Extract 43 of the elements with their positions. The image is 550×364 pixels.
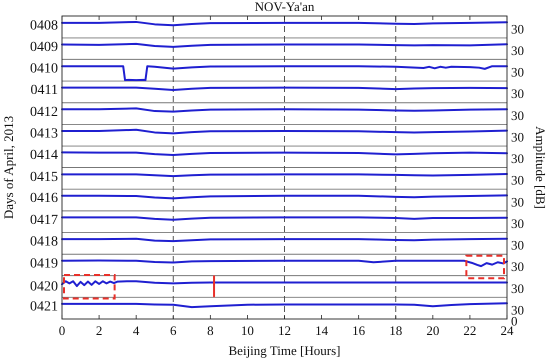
series-label: 0416 bbox=[30, 191, 58, 206]
chart-title: NOV-Ya'an bbox=[254, 0, 315, 14]
x-axis-title: Beijing Time [Hours] bbox=[228, 343, 340, 358]
x-tick-label: 4 bbox=[132, 323, 140, 338]
series-label: 0417 bbox=[30, 212, 58, 228]
series-label: 0412 bbox=[30, 104, 58, 120]
x-tick-label: 6 bbox=[170, 323, 177, 338]
text: 30 bbox=[511, 108, 524, 123]
y2-axis-title: Amplitude [dB] bbox=[533, 126, 548, 209]
series-label: 0420 bbox=[30, 280, 58, 295]
y-axis-title: Days of April, 2013 bbox=[1, 116, 16, 220]
text: 30 bbox=[511, 194, 524, 210]
series-label: 0409 bbox=[30, 40, 58, 56]
x-tick-label: 16 bbox=[352, 323, 366, 338]
text: 30 bbox=[511, 64, 524, 80]
x-tick-label: 18 bbox=[389, 323, 402, 338]
text: 30 bbox=[511, 151, 524, 166]
series-label: 0408 bbox=[30, 18, 58, 34]
series-label: 0414 bbox=[30, 148, 58, 163]
text: 30 bbox=[511, 86, 524, 102]
text: 30 bbox=[511, 172, 524, 188]
x-tick-label: 20 bbox=[426, 323, 440, 338]
x-tick-label: 0 bbox=[58, 323, 66, 338]
x-tick-label: 22 bbox=[463, 323, 476, 338]
series-label: 0413 bbox=[30, 126, 58, 142]
text: 30 bbox=[511, 259, 524, 274]
text: 30 bbox=[511, 42, 524, 58]
text: 30 bbox=[511, 280, 524, 296]
series-label: 0419 bbox=[30, 256, 58, 272]
x-tick-label: 2 bbox=[96, 323, 102, 338]
text: 30 bbox=[511, 21, 524, 36]
series-label: 0415 bbox=[30, 170, 58, 185]
x-tick-label: 14 bbox=[315, 323, 329, 338]
x-tick-label: 10 bbox=[240, 323, 254, 338]
series-label: 0411 bbox=[30, 83, 58, 98]
text: 30 bbox=[511, 130, 524, 145]
series-label: 0421 bbox=[30, 299, 58, 314]
x-tick-label: 8 bbox=[207, 323, 214, 338]
series-label: 0418 bbox=[30, 234, 58, 250]
series-label: 0410 bbox=[30, 62, 58, 77]
x-tick-label: 12 bbox=[278, 323, 291, 338]
text: 30 bbox=[511, 238, 524, 253]
text: 30 bbox=[511, 216, 524, 232]
